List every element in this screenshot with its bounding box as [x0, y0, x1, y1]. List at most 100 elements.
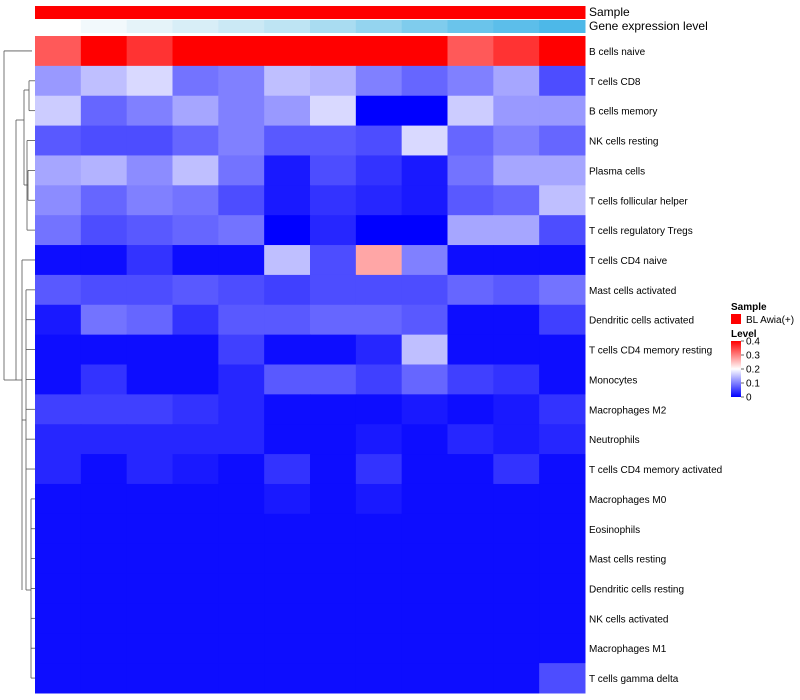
- annotation-cell: [355, 6, 403, 19]
- heatmap-cell: [35, 633, 82, 664]
- annotation-cell: [126, 20, 173, 33]
- heatmap-cell: [80, 424, 128, 455]
- heatmap-cell: [539, 95, 586, 127]
- heatmap-cell: [355, 95, 403, 127]
- heatmap-cell: [264, 215, 311, 246]
- heatmap-cell: [355, 573, 403, 604]
- heatmap-cell: [401, 334, 448, 365]
- heatmap-cell: [355, 633, 403, 664]
- heatmap-cell: [172, 274, 219, 306]
- heatmap-cell: [264, 65, 311, 97]
- heatmap-cell: [493, 185, 540, 216]
- heatmap-cell: [355, 483, 403, 515]
- row-label: Eosinophils: [589, 525, 640, 536]
- heatmap-cell: [264, 663, 311, 694]
- row-label: B cells memory: [589, 107, 657, 118]
- heatmap-cell: [35, 304, 82, 336]
- heatmap-cell: [80, 603, 128, 634]
- heatmap-cell: [126, 185, 173, 216]
- row-label: T cells CD4 naive: [589, 256, 668, 267]
- heatmap-cell: [493, 334, 540, 365]
- heatmap-cell: [218, 334, 265, 365]
- heatmap-cell: [264, 454, 311, 485]
- heatmap-cell: [493, 125, 540, 156]
- heatmap-cell: [447, 573, 494, 604]
- row-label: Plasma cells: [589, 166, 645, 177]
- heatmap-cell: [493, 155, 540, 186]
- heatmap-cell: [493, 663, 540, 694]
- heatmap-cell: [35, 513, 82, 545]
- heatmap-cell: [80, 245, 128, 276]
- heatmap-cell: [35, 543, 82, 575]
- heatmap-cell: [401, 543, 448, 575]
- row-label: T cells CD4 memory activated: [589, 465, 722, 476]
- heatmap-cell: [401, 95, 448, 127]
- heatmap-cell: [539, 394, 586, 425]
- annotation-cell: [218, 6, 265, 19]
- heatmap-cell: [493, 603, 540, 634]
- heatmap-cell: [539, 513, 586, 545]
- heatmap-cell: [401, 573, 448, 604]
- row-label: Dendritic cells activated: [589, 316, 694, 327]
- row-label: NK cells activated: [589, 614, 668, 625]
- annotation-cell: [493, 20, 540, 33]
- annotation-cell: [401, 6, 448, 19]
- heatmap-cell: [264, 245, 311, 276]
- heatmap-cell: [539, 185, 586, 216]
- heatmap-cell: [401, 603, 448, 634]
- heatmap-cell: [80, 95, 128, 127]
- heatmap-cell: [493, 36, 540, 67]
- heatmap-cell: [35, 573, 82, 604]
- legend-level-title: Level: [731, 329, 757, 340]
- heatmap-cell: [447, 483, 494, 515]
- heatmap-cell: [401, 483, 448, 515]
- heatmap-cell: [35, 36, 82, 67]
- row-label: Macrophages M1: [589, 644, 667, 655]
- heatmap-cell: [218, 95, 265, 127]
- heatmap-cell: [218, 215, 265, 246]
- heatmap-cell: [539, 245, 586, 276]
- heatmap-cell: [35, 155, 82, 186]
- heatmap-cell: [126, 633, 173, 664]
- heatmap-cell: [447, 454, 494, 485]
- heatmap-cell: [35, 65, 82, 97]
- heatmap-cell: [447, 513, 494, 545]
- heatmap-cell: [218, 573, 265, 604]
- row-label: Macrophages M2: [589, 405, 667, 416]
- heatmap-cell: [447, 543, 494, 575]
- heatmap-cell: [355, 424, 403, 455]
- heatmap-cell: [355, 36, 403, 67]
- heatmap-cell: [310, 304, 357, 336]
- row-label: Macrophages M0: [589, 495, 667, 506]
- annotation-cell: [35, 6, 82, 19]
- heatmap-cell: [355, 304, 403, 336]
- heatmap-cell: [493, 513, 540, 545]
- annotation-cell: [310, 6, 357, 19]
- heatmap-cell: [355, 125, 403, 156]
- heatmap-cell: [218, 663, 265, 694]
- heatmap-cell: [172, 36, 219, 67]
- heatmap-cell: [35, 603, 82, 634]
- row-label: T cells gamma delta: [589, 674, 679, 685]
- heatmap-cell: [218, 245, 265, 276]
- heatmap-cell: [310, 215, 357, 246]
- heatmap-cell: [401, 125, 448, 156]
- heatmap-cell: [493, 424, 540, 455]
- heatmap-cell: [355, 185, 403, 216]
- heatmap-cell: [355, 543, 403, 575]
- legend-sample-label: BL Awia(+): [746, 315, 794, 326]
- heatmap-cell: [126, 543, 173, 575]
- heatmap-cell: [80, 364, 128, 395]
- heatmap-cell: [310, 394, 357, 425]
- heatmap-cell: [126, 483, 173, 515]
- heatmap-cell: [218, 603, 265, 634]
- heatmap-cell: [310, 603, 357, 634]
- heatmap-cell: [264, 364, 311, 395]
- heatmap-cell: [493, 543, 540, 575]
- heatmap-cell: [80, 334, 128, 365]
- heatmap-cell: [310, 513, 357, 545]
- heatmap-cell: [539, 36, 586, 67]
- heatmap-cell: [447, 155, 494, 186]
- heatmap-cell: [80, 304, 128, 336]
- heatmap-cell: [172, 125, 219, 156]
